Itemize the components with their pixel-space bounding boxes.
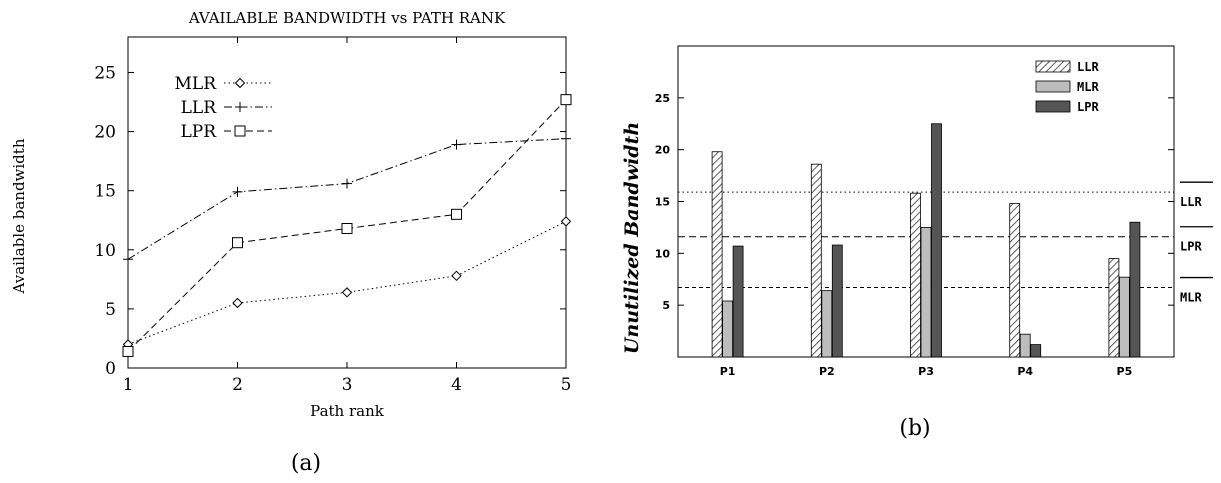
legend-marker-lpr	[234, 125, 246, 137]
chart-b-ylabel: Unutilized Bandwidth	[621, 122, 643, 354]
bar-p5-mlr	[1119, 276, 1130, 358]
y-tick-label: 20	[655, 144, 671, 157]
bar-p4-mlr	[1019, 333, 1031, 358]
bar-p3-llr	[910, 192, 921, 358]
bar-p1-lpr	[732, 245, 744, 358]
data-point-llr	[342, 178, 352, 189]
chart-a-caption: (a)	[291, 451, 321, 476]
bar-p1-llr	[711, 151, 723, 358]
y-tick-label: 10	[94, 241, 116, 261]
data-point-lpr	[341, 223, 353, 235]
data-point-lpr	[451, 208, 462, 220]
y-tick-label: 10	[655, 247, 671, 260]
data-point-mlr	[232, 297, 243, 309]
bar-p1-mlr	[722, 300, 733, 358]
x-tick-label: P3	[918, 365, 934, 378]
y-tick-label: 15	[655, 196, 670, 209]
legend-swatch-lpr	[1035, 100, 1071, 113]
x-tick-label: 4	[451, 375, 462, 395]
bar-p5-llr	[1108, 258, 1120, 358]
bar-p2-lpr	[831, 244, 843, 358]
reference-label-lpr: LPR	[1180, 240, 1202, 254]
y-tick-label: 5	[662, 299, 670, 312]
legend-label-lpr: LPR	[180, 122, 217, 142]
bar-p2-llr	[810, 163, 822, 358]
data-point-llr	[451, 139, 462, 150]
data-point-mlr	[341, 287, 353, 298]
data-point-mlr	[560, 216, 572, 227]
y-tick-label: 20	[94, 123, 116, 143]
y-tick-label: 15	[94, 182, 116, 202]
legend-swatch-llr	[1035, 60, 1071, 73]
data-point-lpr	[560, 94, 572, 106]
reference-label-llr: LLR	[1180, 195, 1202, 209]
data-point-lpr	[122, 345, 134, 357]
y-tick-label: 25	[94, 63, 116, 83]
y-tick-label: 25	[655, 92, 670, 105]
x-tick-label: 3	[342, 375, 353, 395]
chart-a-plot: 0 5 10 15 20 25 1 2 3 4 5 MLR LLR LPR	[94, 36, 572, 395]
bar-p4-llr	[1009, 203, 1021, 358]
bar-p5-lpr	[1129, 221, 1141, 358]
data-point-llr	[561, 133, 571, 144]
y-tick-label: 5	[105, 300, 116, 320]
x-tick-label: 1	[123, 375, 134, 395]
chart-a-xlabel: Path rank	[310, 402, 385, 420]
bar-p2-mlr	[821, 290, 833, 358]
chart-b-plot: 5 10 15 20 25 LLR LPR MLR P1 P2 P3 P4 P5 LLR MLR LPR	[655, 45, 1213, 378]
chart-a-ylabel: Available bandwidth	[10, 138, 28, 294]
legend-label-mlr: MLR	[1077, 80, 1099, 94]
chart-a-title: AVAILABLE BANDWIDTH vs PATH RANK	[188, 9, 506, 27]
series-line-mlr	[127, 220, 567, 345]
x-tick-label: P1	[720, 365, 736, 378]
legend-marker-llr	[235, 102, 245, 112]
data-point-mlr	[451, 270, 462, 281]
chart-b-caption: (b)	[899, 416, 930, 441]
bar-p3-lpr	[931, 123, 942, 358]
bar-p4-lpr	[1030, 344, 1042, 358]
x-tick-label: 2	[232, 375, 243, 395]
x-tick-label: P4	[1017, 365, 1033, 378]
legend-marker-mlr	[234, 77, 246, 89]
reference-label-mlr: MLR	[1180, 291, 1202, 305]
data-point-llr	[123, 254, 133, 265]
legend-label-mlr: MLR	[175, 74, 218, 94]
legend-swatch-mlr	[1035, 80, 1071, 93]
x-tick-label: 5	[561, 375, 572, 395]
bar-p3-mlr	[920, 227, 932, 358]
legend-label-llr: LLR	[181, 98, 218, 118]
legend-label-lpr: LPR	[1077, 100, 1099, 114]
data-point-lpr	[232, 237, 243, 249]
legend-label-llr: LLR	[1077, 60, 1099, 74]
y-tick-label: 0	[105, 359, 116, 379]
data-point-llr	[232, 186, 243, 197]
series-line-llr	[127, 138, 567, 260]
x-tick-label: P5	[1117, 365, 1133, 378]
x-tick-label: P2	[819, 365, 835, 378]
